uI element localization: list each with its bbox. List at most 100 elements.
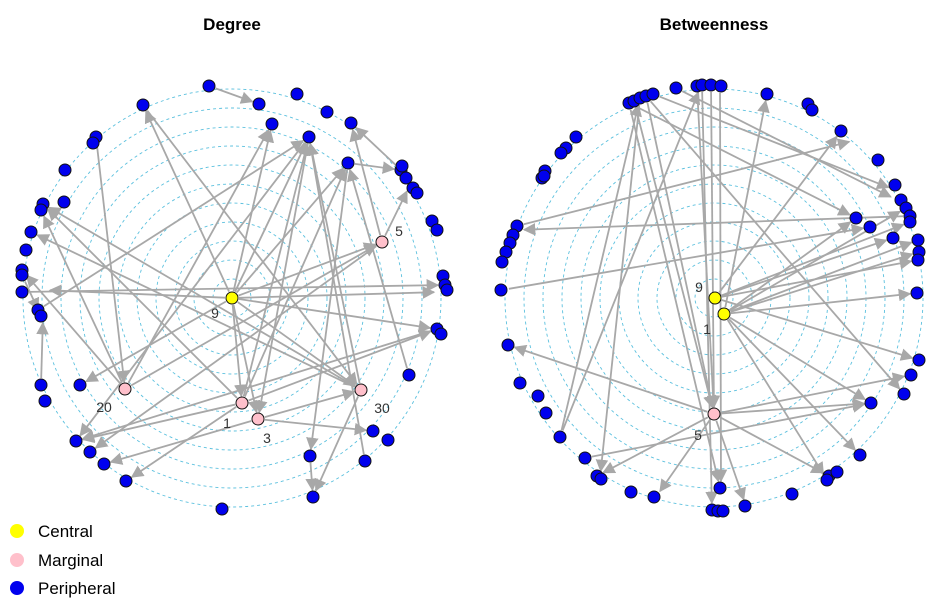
betweenness-peripheral-node (897, 387, 911, 401)
betweenness-peripheral-node (714, 79, 728, 93)
betweenness-edge (718, 135, 838, 293)
degree-peripheral-node (290, 87, 304, 101)
degree-peripheral-node (34, 309, 48, 323)
degree-edge (36, 234, 356, 388)
degree-marginal-node (235, 396, 249, 410)
degree-ring (136, 202, 328, 394)
degree-edge (255, 143, 309, 414)
degree-edge (264, 388, 356, 418)
betweenness-edge (720, 397, 866, 415)
betweenness-peripheral-node (911, 253, 925, 267)
degree-label-1: 1 (223, 415, 231, 431)
degree-edge (47, 206, 356, 388)
betweenness-edge (721, 222, 905, 297)
betweenness-label-1: 1 (703, 321, 711, 337)
degree-edge (237, 301, 357, 387)
betweenness-peripheral-node (578, 451, 592, 465)
betweenness-edge (720, 372, 906, 414)
degree-edge (305, 462, 318, 492)
betweenness-ring (637, 221, 791, 375)
betweenness-edge (729, 316, 867, 401)
betweenness-edge (523, 138, 851, 226)
betweenness-ring (599, 183, 829, 413)
degree-edge (81, 403, 236, 444)
degree-peripheral-node (15, 285, 29, 299)
degree-node-labels: 9 20 1 3 30 5 (96, 223, 403, 446)
betweenness-peripheral-node (554, 146, 568, 160)
betweenness-ring (694, 278, 734, 318)
betweenness-edge (721, 237, 888, 297)
betweenness-edge (681, 90, 892, 198)
betweenness-edge (721, 299, 914, 361)
betweenness-edge (659, 419, 711, 493)
betweenness-edge (730, 288, 912, 315)
betweenness-peripheral-node (647, 490, 661, 504)
degree-edge (347, 168, 408, 369)
degree-label-30: 30 (374, 400, 390, 416)
betweenness-peripheral-node (716, 504, 730, 518)
degree-edge (232, 304, 261, 414)
degree-edge (305, 142, 365, 455)
degree-ring (155, 221, 309, 375)
betweenness-peripheral-node (624, 485, 638, 499)
degree-ring (60, 126, 404, 470)
betweenness-edges (508, 90, 914, 505)
betweenness-edge (726, 319, 825, 476)
degree-edge (235, 167, 345, 294)
degree-edge (94, 245, 377, 449)
degree-ring (98, 164, 366, 432)
betweenness-peripheral-node (669, 81, 683, 95)
betweenness-label-5: 5 (694, 427, 702, 443)
betweenness-edge (719, 416, 824, 474)
degree-edges (24, 87, 440, 492)
degree-ring (41, 107, 423, 489)
betweenness-central-node (708, 291, 722, 305)
degree-marginal-node (354, 383, 368, 397)
betweenness-ring (618, 202, 810, 394)
degree-peripheral-node (215, 502, 229, 516)
betweenness-edge (724, 99, 770, 308)
degree-label-9: 9 (211, 305, 219, 321)
degree-label-20: 20 (96, 399, 112, 415)
degree-peripheral-node (34, 203, 48, 217)
degree-edge (231, 304, 247, 398)
betweenness-peripheral-node (910, 286, 924, 300)
degree-edge (146, 110, 358, 386)
betweenness-network-panel: 9 1 5 (494, 78, 926, 518)
degree-network-panel: 9 20 1 3 30 5 (15, 79, 454, 516)
degree-peripheral-node (344, 116, 358, 130)
betweenness-edge (561, 91, 701, 431)
betweenness-edge (721, 257, 913, 298)
betweenness-edge (560, 103, 642, 431)
degree-edge (25, 274, 122, 385)
betweenness-peripheral-node (849, 211, 863, 225)
degree-edge (242, 142, 311, 397)
betweenness-edge (508, 223, 865, 290)
degree-peripheral-node (83, 445, 97, 459)
degree-peripheral-node (410, 186, 424, 200)
degree-peripheral-node (252, 97, 266, 111)
degree-edge (238, 242, 377, 297)
betweenness-peripheral-node (594, 472, 608, 486)
betweenness-ring (656, 240, 772, 356)
betweenness-peripheral-node (834, 124, 848, 138)
degree-peripheral-node (34, 378, 48, 392)
betweenness-peripheral-node (903, 215, 917, 229)
betweenness-label-9: 9 (695, 279, 703, 295)
betweenness-peripheral-node (537, 169, 551, 183)
degree-edge (47, 208, 238, 399)
betweenness-peripheral-node (912, 353, 926, 367)
degree-ring (193, 259, 271, 337)
degree-peripheral-node (57, 195, 71, 209)
degree-peripheral-node (97, 457, 111, 471)
betweenness-peripheral-node (886, 231, 900, 245)
degree-edge (95, 143, 130, 384)
degree-peripheral-node (38, 394, 52, 408)
degree-edge (238, 298, 432, 333)
degree-peripheral-node (136, 98, 150, 112)
degree-ring (117, 183, 347, 413)
legend: Central Marginal Peripheral (10, 522, 116, 598)
betweenness-edge (728, 318, 857, 451)
degree-edge (43, 140, 305, 307)
